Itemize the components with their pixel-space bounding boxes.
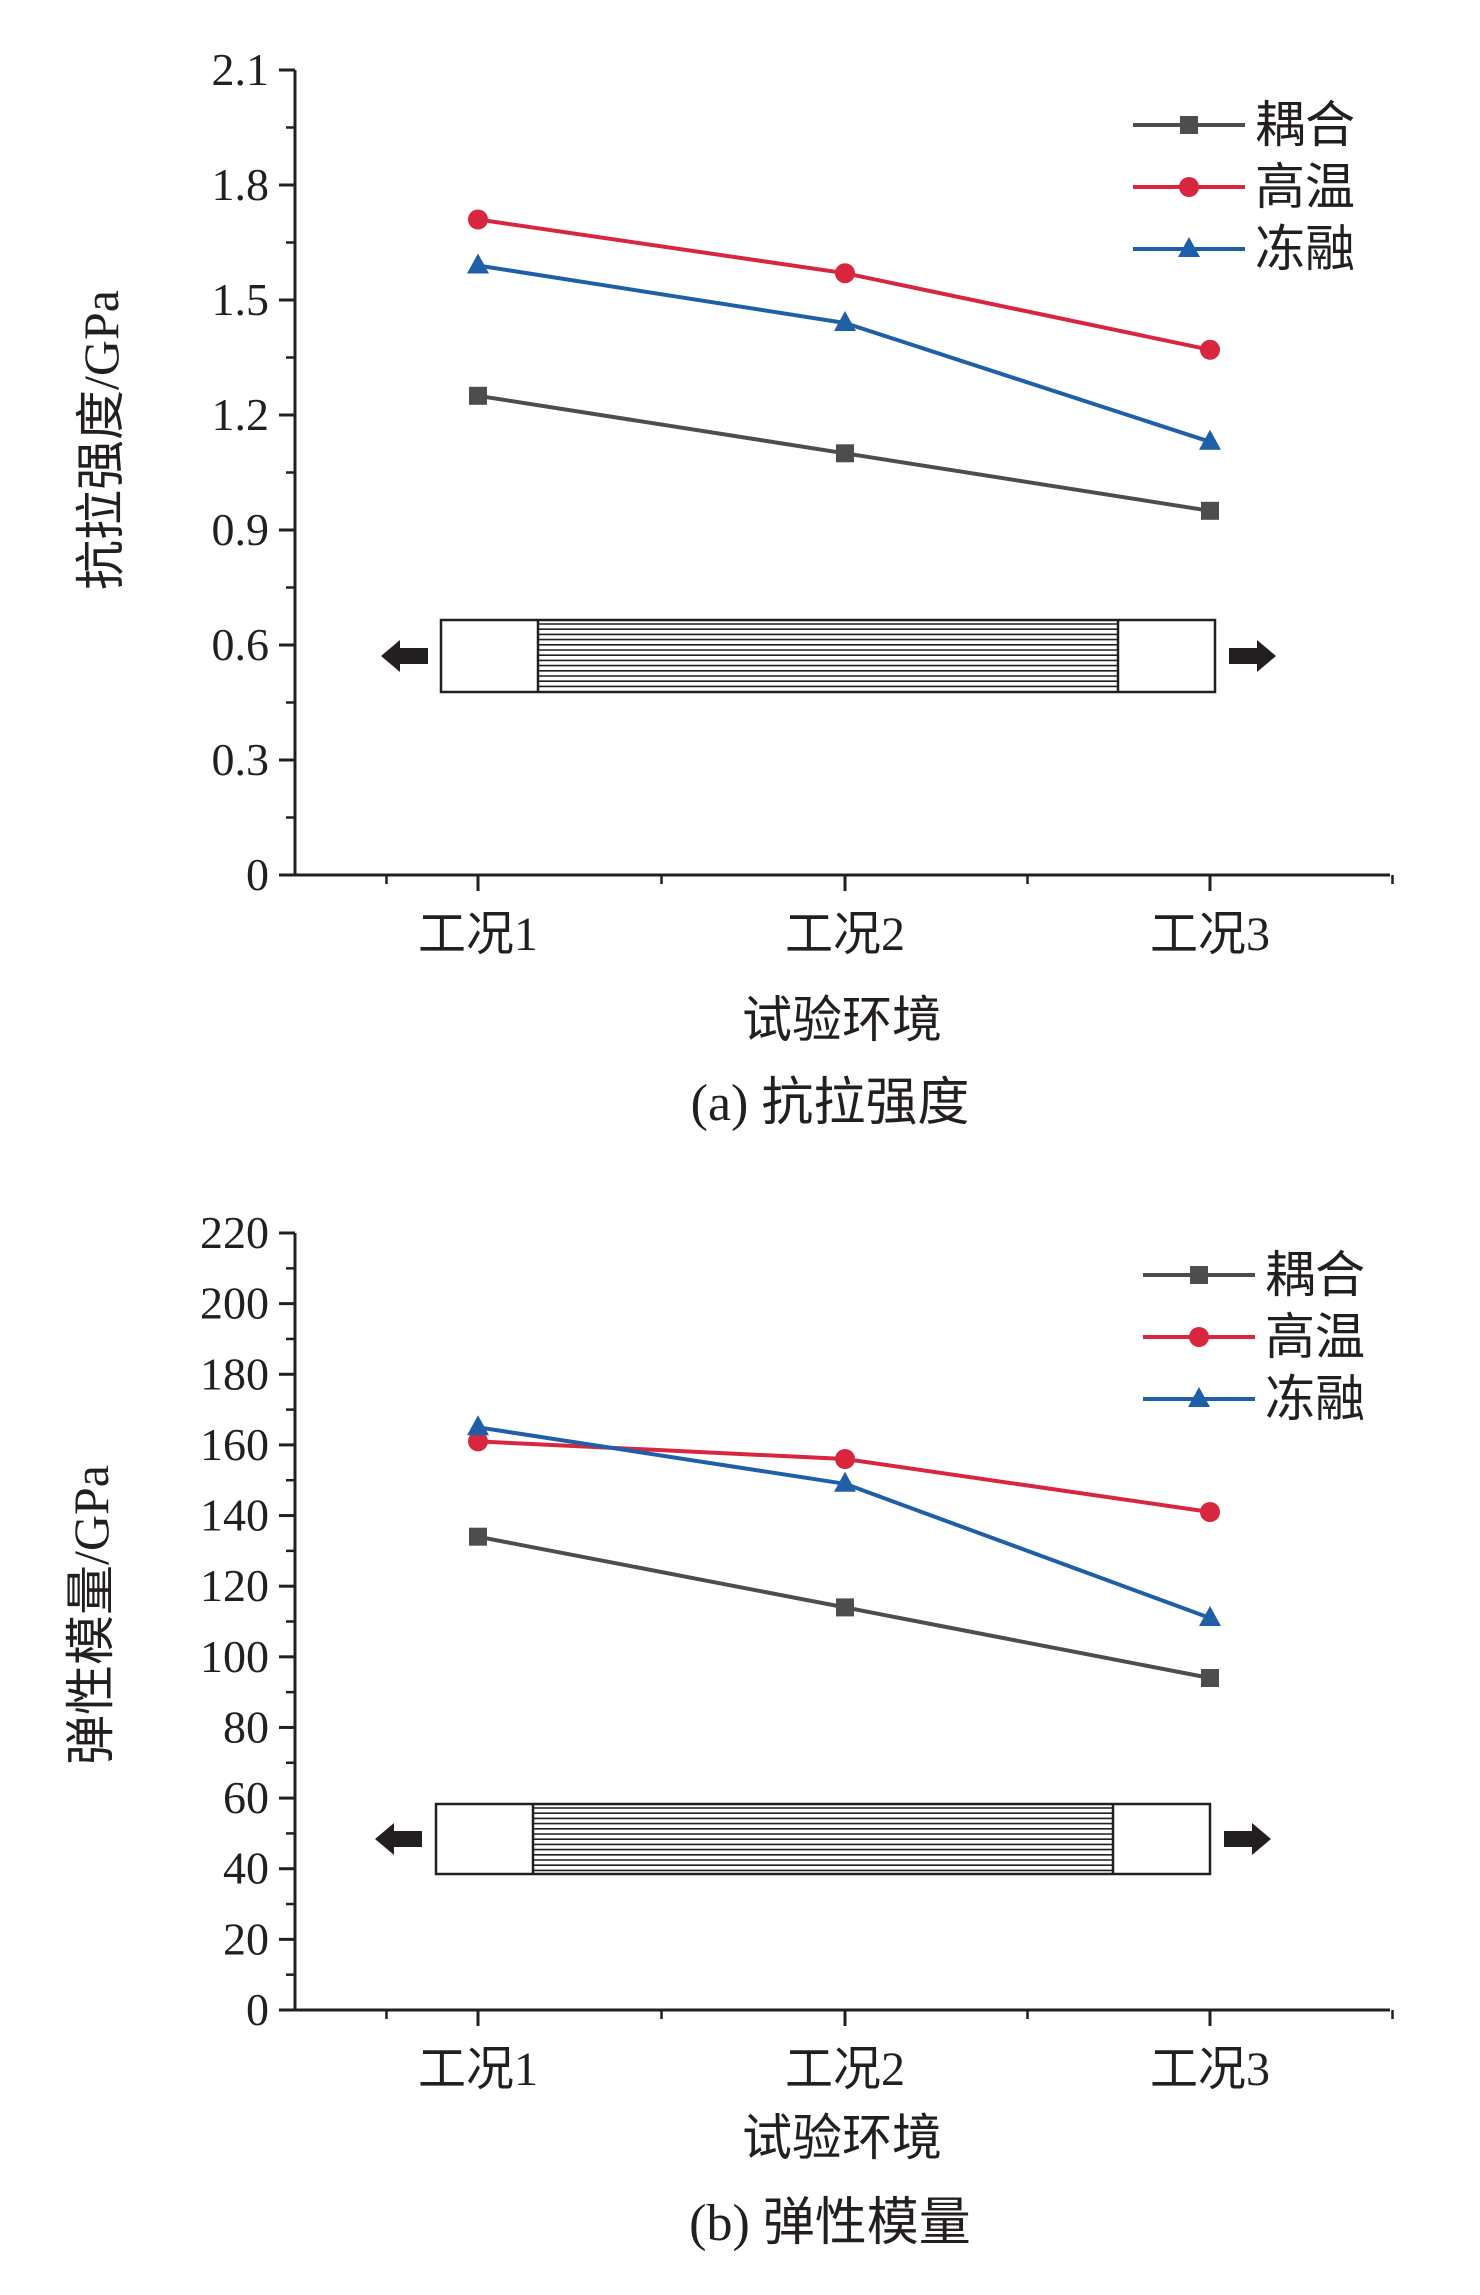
y-tick-label: 200 [200,1278,269,1329]
chart-b-axes [279,1231,1394,2026]
data-point [1201,501,1219,520]
legend-label: 冻融 [1265,1371,1365,1427]
data-point [1200,339,1220,360]
data-point [836,444,854,463]
y-tick-label: 100 [200,1631,269,1682]
data-point [469,386,487,405]
legend-marker [1190,1266,1208,1284]
chart-a-x-tick-labels: 工况1 工况2 工况3 [418,908,1270,961]
series-耦合 [469,1527,1219,1687]
specimen-fiber-lines [533,1807,1113,1872]
chart-a-ylabel: 抗拉强度/GPa [73,290,129,590]
legend-item: 冻融 [1143,1371,1365,1427]
y-tick-label: 1.8 [212,159,270,210]
series-冻融 [467,1415,1221,1626]
data-point [836,1598,854,1617]
chart-b-ylabel: 弹性模量/GPa [63,1465,119,1765]
chart-a-xlabel: 试验环境 [742,992,942,1048]
y-tick-label: 80 [223,1701,269,1752]
legend-item: 高温 [1143,1309,1365,1365]
y-tick-label: 0.3 [212,734,270,785]
legend-label: 高温 [1255,159,1355,215]
chart-b-x-tick-labels: 工况1 工况2 工况3 [418,2043,1270,2096]
y-tick-label: 140 [200,1490,269,1541]
y-tick-label: 0.6 [212,619,270,670]
legend-item: 耦合 [1143,1247,1365,1303]
y-tick-label: 180 [200,1348,269,1399]
legend-item: 冻融 [1133,221,1355,277]
chart-b: 0 20 40 60 80 100 120 140 160 180 200 220 工况1 工况2 工况3… [63,1207,1394,2252]
chart-a-axes [279,68,1394,891]
x-tick-label: 工况3 [1150,908,1270,961]
y-tick-label: 160 [200,1419,269,1470]
chart-b-xlabel: 试验环境 [742,2110,942,2166]
chart-b-specimen-illustration [375,1802,1271,1876]
chart-b-y-tick-labels: 0 20 40 60 80 100 120 140 160 180 200 220 [200,1207,269,2035]
chart-a-specimen-illustration [381,618,1276,694]
series-耦合 [469,386,1219,520]
y-tick-label: 0 [246,1984,269,2035]
y-tick-label: 0.9 [212,504,270,555]
data-point [468,1431,488,1452]
x-tick-label: 工况1 [418,2043,538,2096]
chart-a-y-ticks [279,68,295,877]
x-tick-label: 工况2 [785,2043,905,2096]
data-point [834,311,856,331]
arrow-left-icon [375,1823,422,1855]
y-tick-label: 20 [223,1913,269,1964]
arrow-left-icon [381,640,428,672]
y-tick-label: 120 [200,1560,269,1611]
x-tick-label: 工况1 [418,908,538,961]
series-冻融 [467,253,1221,450]
data-point [1200,1502,1220,1522]
legend-item: 高温 [1133,159,1355,215]
chart-b-series [467,1415,1221,1687]
series-高温 [468,209,1220,360]
chart-a-x-ticks [385,875,1394,891]
data-point [834,1471,856,1492]
legend-label: 冻融 [1255,221,1355,277]
legend-marker [1179,177,1199,197]
chart-b-y-ticks [279,1231,295,2012]
legend-marker [1188,1387,1210,1407]
legend-item: 耦合 [1133,97,1355,153]
y-tick-label: 1.5 [212,274,270,325]
data-point [1199,1606,1221,1626]
data-point [469,1527,487,1546]
arrow-right-icon [1229,640,1276,672]
legend-label: 高温 [1265,1309,1365,1365]
y-tick-label: 1.2 [212,389,270,440]
data-point [835,1449,855,1469]
chart-b-caption: (b) 弹性模量 [689,2195,971,2252]
data-point [468,209,488,230]
data-point [467,1415,489,1436]
legend-marker [1189,1327,1209,1347]
y-tick-label: 220 [200,1207,269,1258]
series-line [477,263,1211,444]
x-tick-label: 工况3 [1150,2043,1270,2096]
chart-a-y-tick-labels: 0 0.3 0.6 0.9 1.2 1.5 1.8 2.1 [212,44,270,900]
x-tick-label: 工况2 [785,908,905,961]
arrow-right-icon [1224,1823,1271,1855]
data-point [1201,1669,1219,1687]
data-point [467,253,489,274]
legend-label: 耦合 [1265,1247,1365,1303]
chart-a-caption: (a) 抗拉强度 [691,1075,970,1132]
y-tick-label: 60 [223,1772,269,1823]
chart-a-series [467,209,1221,520]
y-tick-label: 40 [223,1843,269,1894]
y-tick-label: 2.1 [212,44,270,95]
chart-b-x-ticks [385,2010,1394,2026]
legend-marker [1178,237,1200,257]
data-point [835,263,855,284]
y-tick-label: 0 [246,849,269,900]
specimen-fiber-lines [538,623,1118,688]
legend-label: 耦合 [1255,97,1355,153]
chart-a: 0 0.3 0.6 0.9 1.2 1.5 1.8 2.1 工况1 工况2 工况3 抗拉强度/GP… [73,44,1394,1132]
data-point [1199,429,1221,450]
legend-marker [1180,116,1198,134]
